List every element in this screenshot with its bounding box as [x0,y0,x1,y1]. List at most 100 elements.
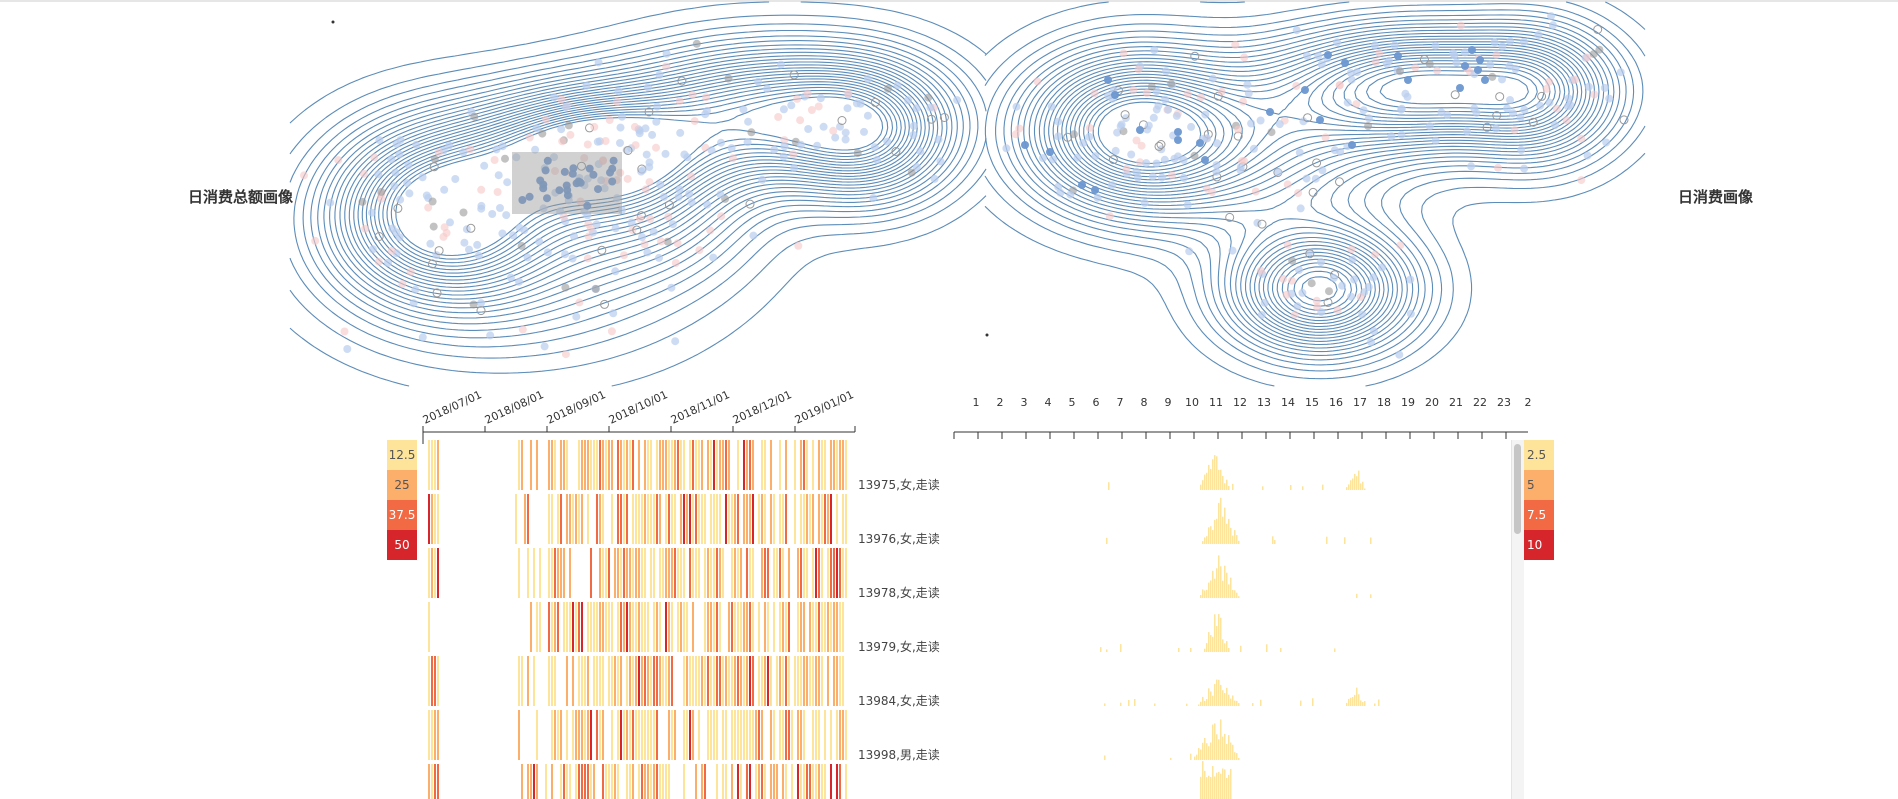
heat-cell [803,494,805,544]
selection-brush[interactable] [512,152,622,214]
histogram-bar [1100,647,1102,652]
data-point [583,254,592,263]
data-point [1137,141,1146,150]
heat-cell [662,656,664,706]
data-point [841,128,850,137]
hour-tick-label: 18 [1377,396,1391,409]
heat-cell [632,440,634,490]
data-point [1305,249,1315,259]
heat-cell [815,548,817,598]
heat-cell [635,710,637,760]
heat-cell [650,494,652,544]
data-point [1498,42,1507,51]
heat-cell [821,548,823,598]
heat-cell [728,494,730,544]
hour-tick-label: 20 [1425,396,1439,409]
histogram-bar [1170,757,1172,760]
heat-cell [623,440,625,490]
heat-cell [683,602,685,652]
heat-cell [635,602,637,652]
data-point [1370,327,1378,336]
heat-cell [629,764,631,799]
data-point [758,175,767,184]
heat-cell [797,710,799,760]
heat-cell [701,494,703,544]
data-point [1267,128,1276,137]
histogram-bar [1326,536,1328,544]
heat-cell [611,764,613,799]
heat-cell [737,494,739,544]
data-point [1213,139,1222,148]
data-point [1589,50,1598,58]
heat-cell [530,764,532,799]
heat-cell [764,764,766,799]
hour-tick-label: 1 [973,396,980,409]
heat-cell [431,494,433,544]
data-point [609,309,618,318]
data-point [1486,60,1495,69]
heat-cell [680,494,682,544]
data-point [1283,240,1292,249]
heat-cell [653,548,655,598]
data-point [1164,105,1173,114]
data-point [1359,106,1368,115]
heat-cell [818,656,820,706]
data-point [1583,151,1592,160]
data-point [743,138,752,147]
scrollbar-thumb[interactable] [1514,444,1521,534]
heat-cell [629,656,631,706]
data-point [652,143,660,152]
histogram-bar [1378,699,1380,706]
data-point [1002,144,1011,153]
histogram-bar [1214,684,1216,706]
selected-point [606,168,614,177]
heat-cell [620,656,622,706]
data-point [539,204,548,213]
contour-line [317,44,958,325]
histogram-bar [1226,744,1228,760]
heat-cell [656,602,658,652]
data-point [1105,212,1114,221]
heat-cell [641,764,643,799]
heat-cell [716,656,718,706]
vertical-scrollbar[interactable] [1511,440,1524,799]
data-point [532,124,541,133]
data-point [1113,128,1122,137]
data-point [724,74,733,83]
data-point [392,139,401,148]
histogram-bar [1214,776,1216,799]
heat-cell [707,440,709,490]
heat-cell [824,494,826,544]
selected-point [574,177,583,186]
data-point [1343,98,1352,107]
heat-cell [656,656,658,706]
heat-cell [764,656,766,706]
heat-cell [665,602,667,652]
heat-cell [803,764,805,799]
heat-cell [761,440,763,490]
heat-cell [731,710,733,760]
heat-cell [539,602,541,652]
heat-cell [650,440,652,490]
heat-cell [734,494,736,544]
heat-cell [428,764,430,799]
data-point [1367,338,1375,347]
highlighted-point [1111,91,1119,99]
heat-cell [629,602,631,652]
data-point [1488,72,1497,81]
data-point [1511,65,1520,73]
heat-cell [671,548,673,598]
heat-cell [437,764,439,799]
heat-cell [767,656,769,706]
contour-line [353,67,926,292]
data-point [816,94,825,103]
highlighted-point [1021,141,1029,149]
heat-cell [626,764,628,799]
histogram-bar [1208,582,1210,598]
histogram-bar [1234,590,1236,598]
data-point [1260,298,1269,307]
heat-cell [686,710,688,760]
data-point [1537,91,1547,101]
data-point [607,327,616,336]
